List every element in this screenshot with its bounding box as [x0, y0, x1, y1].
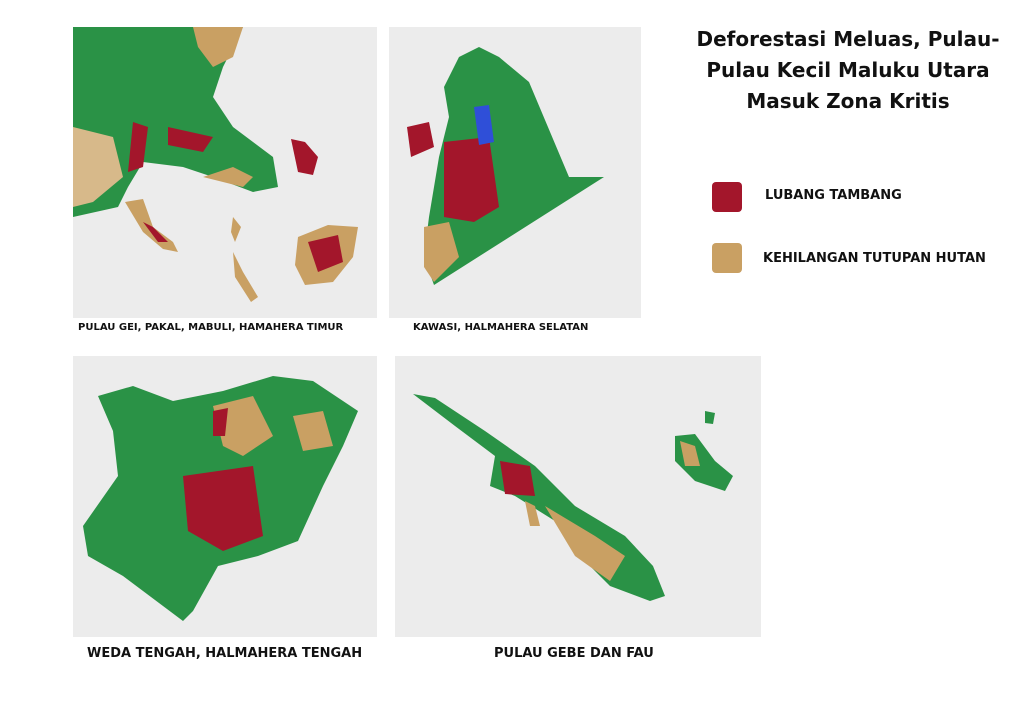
legend-swatch [712, 243, 742, 273]
title-line: Deforestasi Meluas, Pulau- [696, 27, 1000, 51]
island [125, 199, 178, 252]
forest-loss [73, 127, 123, 207]
legend-label: LUBANG TAMBANG [765, 188, 902, 203]
forest-loss [203, 167, 253, 187]
map [407, 47, 604, 285]
title: Deforestasi Meluas, Pulau- Pulau Kecil M… [690, 24, 1006, 117]
forest-loss [213, 396, 333, 456]
forest-loss [545, 506, 625, 581]
map-panel [395, 356, 761, 637]
map-panel [73, 356, 377, 637]
island [525, 501, 540, 526]
mine-pit [444, 137, 499, 222]
legend-swatch [712, 182, 742, 212]
forest-loss [424, 222, 459, 282]
map-caption: WEDA TENGAH, HALMAHERA TENGAH [87, 646, 363, 661]
island [705, 411, 715, 424]
mine-pit [143, 222, 168, 242]
island [413, 394, 665, 601]
mine-pit [183, 466, 263, 551]
map [73, 27, 358, 302]
mine-pit [128, 122, 213, 172]
title-line: Masuk Zona Kritis [746, 89, 950, 113]
map [83, 376, 358, 621]
mine-pit [213, 408, 228, 436]
mine-pit [308, 235, 343, 272]
mine-pit [500, 461, 535, 496]
island [407, 122, 434, 157]
land [424, 47, 604, 285]
water [474, 105, 494, 145]
forest-loss [680, 441, 700, 466]
map-caption: PULAU GEI, PAKAL, MABULI, HAMAHERA TIMUR [78, 322, 344, 333]
island [231, 217, 258, 302]
forest-loss [193, 27, 243, 67]
map-caption: PULAU GEBE DAN FAU [494, 646, 654, 661]
map [413, 394, 733, 601]
map-caption: KAWASI, HALMAHERA SELATAN [413, 322, 589, 333]
legend-label: KEHILANGAN TUTUPAN HUTAN [763, 251, 986, 266]
map-panel [389, 27, 641, 318]
island [291, 139, 318, 175]
title-line: Pulau Kecil Maluku Utara [706, 58, 990, 82]
map-panel [73, 27, 377, 318]
